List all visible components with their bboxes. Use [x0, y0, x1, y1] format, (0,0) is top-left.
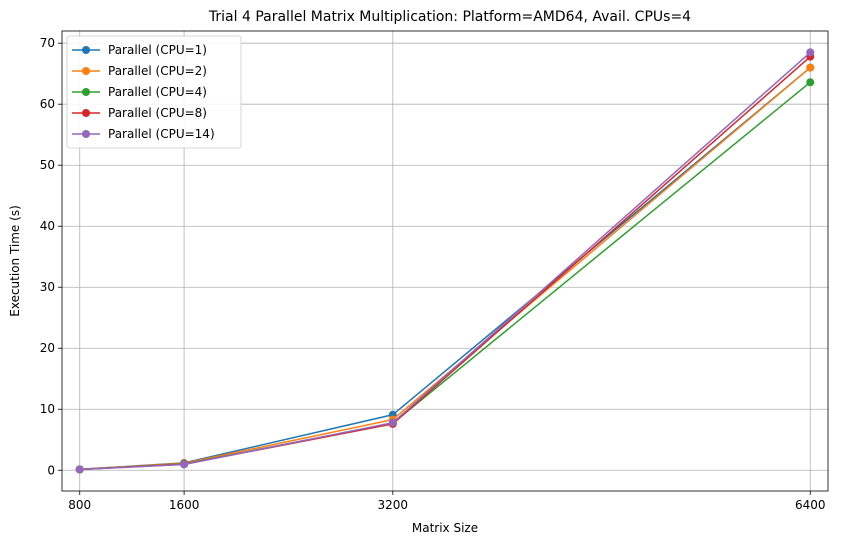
- y-tick-label: 40: [40, 219, 55, 233]
- series-5: [75, 48, 815, 474]
- legend-label: Parallel (CPU=4): [108, 85, 207, 99]
- x-tick-label: 1600: [169, 498, 200, 512]
- x-tick-label: 800: [68, 498, 91, 512]
- legend-marker: [82, 130, 90, 138]
- x-tick-label: 6400: [795, 498, 826, 512]
- y-tick-label: 20: [40, 341, 55, 355]
- y-tick-label: 30: [40, 280, 55, 294]
- legend-label: Parallel (CPU=1): [108, 43, 207, 57]
- y-tick-label: 10: [40, 402, 55, 416]
- data-point: [806, 78, 815, 87]
- data-point: [75, 465, 84, 474]
- legend-item: Parallel (CPU=8): [72, 106, 207, 120]
- legend-item: Parallel (CPU=1): [72, 43, 207, 57]
- y-tick-label: 60: [40, 97, 55, 111]
- legend-label: Parallel (CPU=14): [108, 127, 215, 141]
- legend-box: [66, 35, 242, 149]
- x-tick-label: 3200: [378, 498, 409, 512]
- legend-label: Parallel (CPU=8): [108, 106, 207, 120]
- y-tick-label: 50: [40, 158, 55, 172]
- series-layer: [75, 48, 815, 474]
- legend-label: Parallel (CPU=2): [108, 64, 207, 78]
- series-line: [79, 51, 811, 471]
- legend: Parallel (CPU=1) Parallel (CPU=2) Parallel…: [66, 35, 242, 149]
- x-axis-label: Matrix Size: [412, 521, 478, 535]
- legend-item: Parallel (CPU=2): [72, 64, 207, 78]
- legend-marker: [82, 88, 90, 96]
- y-axis-label: Execution Time (s): [8, 205, 22, 317]
- legend-marker: [82, 67, 90, 75]
- data-point: [388, 418, 397, 427]
- legend-marker: [82, 109, 90, 117]
- legend-marker: [82, 46, 90, 54]
- y-axis: 0 10 20 30 40 50 60 70: [40, 36, 62, 477]
- plot-frame: [61, 30, 829, 492]
- legend-item: Parallel (CPU=4): [72, 85, 207, 99]
- y-tick-label: 0: [47, 463, 55, 477]
- legend-item: Parallel (CPU=14): [72, 127, 215, 141]
- y-tick-label: 70: [40, 36, 55, 50]
- data-point: [806, 48, 815, 57]
- chart-title: Trial 4 Parallel Matrix Multiplication: …: [208, 9, 691, 25]
- data-point: [806, 63, 815, 72]
- x-axis: 800 1600 3200 6400: [68, 491, 826, 512]
- data-point: [180, 460, 189, 469]
